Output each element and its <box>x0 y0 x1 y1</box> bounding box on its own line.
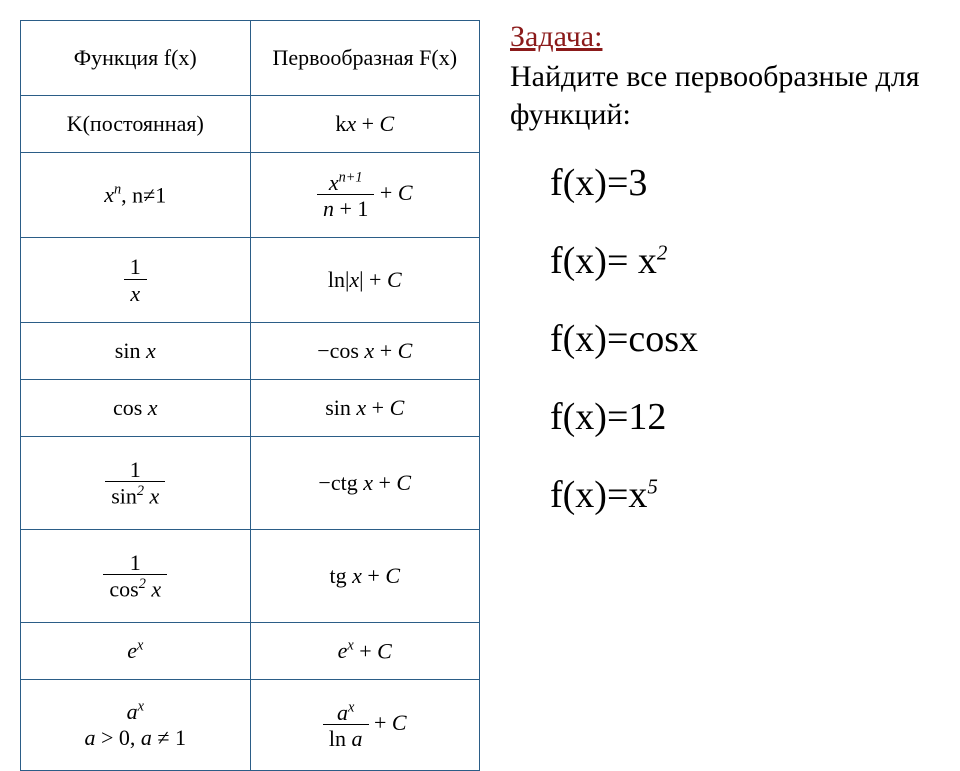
cell-antider: −cos x + C <box>250 323 480 380</box>
cell-antider: sin x + C <box>250 380 480 437</box>
table-body: K(постоянная)kx + Cxn, n≠1xn+1n + 1 + C1… <box>21 96 480 771</box>
cell-func: cos x <box>21 380 251 437</box>
antiderivative-table-wrap: Функция f(x) Первообразная F(x) K(постоя… <box>20 20 480 771</box>
cell-antider: −ctg x + C <box>250 437 480 530</box>
table-row: axa > 0, a ≠ 1axln a + C <box>21 680 480 771</box>
task-panel: Задача: Найдите все первообразные для фу… <box>480 20 940 551</box>
table-row: cos xsin x + C <box>21 380 480 437</box>
table-row: 1xln|x| + C <box>21 238 480 323</box>
function-item: f(х)= х2 <box>550 239 940 283</box>
table-row: exex + C <box>21 623 480 680</box>
table-header-row: Функция f(x) Первообразная F(x) <box>21 21 480 96</box>
cell-func: 1cos2 x <box>21 530 251 623</box>
cell-antider: xn+1n + 1 + C <box>250 153 480 238</box>
table-row: 1cos2 xtg x + C <box>21 530 480 623</box>
function-item: f(х)=12 <box>550 395 940 439</box>
task-title: Задача: <box>510 20 940 54</box>
cell-func: sin x <box>21 323 251 380</box>
col-header-antider: Первообразная F(x) <box>250 21 480 96</box>
antiderivative-table: Функция f(x) Первообразная F(x) K(постоя… <box>20 20 480 771</box>
cell-func: 1sin2 x <box>21 437 251 530</box>
function-item: f(х)=х5 <box>550 473 940 517</box>
cell-antider: kx + C <box>250 96 480 153</box>
cell-antider: ln|x| + C <box>250 238 480 323</box>
cell-func: 1x <box>21 238 251 323</box>
table-row: 1sin2 x−ctg x + C <box>21 437 480 530</box>
function-item: f(х)=3 <box>550 161 940 205</box>
cell-func: ex <box>21 623 251 680</box>
task-prompt: Найдите все первообразные для функций: <box>510 58 940 133</box>
table-row: xn, n≠1xn+1n + 1 + C <box>21 153 480 238</box>
function-item: f(х)=cosx <box>550 317 940 361</box>
cell-func: xn, n≠1 <box>21 153 251 238</box>
function-list: f(х)=3 f(х)= х2 f(х)=cosx f(х)=12 f(х)=х5 <box>510 161 940 517</box>
page: Функция f(x) Первообразная F(x) K(постоя… <box>0 0 960 771</box>
table-row: sin x−cos x + C <box>21 323 480 380</box>
cell-antider: tg x + C <box>250 530 480 623</box>
cell-antider: ex + C <box>250 623 480 680</box>
cell-antider: axln a + C <box>250 680 480 771</box>
cell-func: axa > 0, a ≠ 1 <box>21 680 251 771</box>
table-row: K(постоянная)kx + C <box>21 96 480 153</box>
cell-func: K(постоянная) <box>21 96 251 153</box>
col-header-func: Функция f(x) <box>21 21 251 96</box>
